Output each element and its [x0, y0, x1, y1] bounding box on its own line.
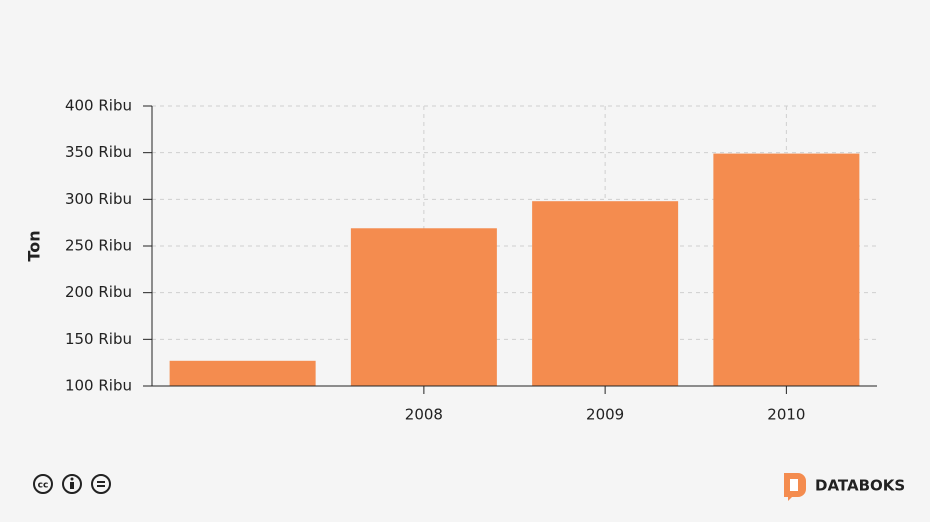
y-tick-label: 300 Ribu: [65, 190, 132, 208]
y-tick-label: 200 Ribu: [65, 283, 132, 301]
y-tick-label: 350 Ribu: [65, 143, 132, 161]
bar: [350, 228, 497, 386]
y-tick-label: 250 Ribu: [65, 237, 132, 255]
plot: 100 Ribu 150 Ribu 200 Ribu 250 Ribu 300 Ribu…: [65, 97, 877, 424]
y-tick-label: 400 Ribu: [65, 97, 132, 115]
x-tick-label: 2010: [767, 406, 805, 424]
brand-name: DATABOKS: [815, 477, 905, 495]
svg-text:cc: cc: [38, 481, 49, 491]
bar: [532, 201, 679, 386]
y-tick-label: 100 Ribu: [65, 377, 132, 395]
x-tick-label: 2009: [586, 406, 624, 424]
y-axis-label: Ton: [25, 230, 44, 261]
bar: [169, 360, 316, 386]
bar: [713, 153, 860, 386]
y-tick-label: 150 Ribu: [65, 330, 132, 348]
license-icons: cc: [33, 474, 111, 494]
brand-logo: DATABOKS: [784, 473, 905, 501]
x-tick-label: 2008: [405, 406, 443, 424]
